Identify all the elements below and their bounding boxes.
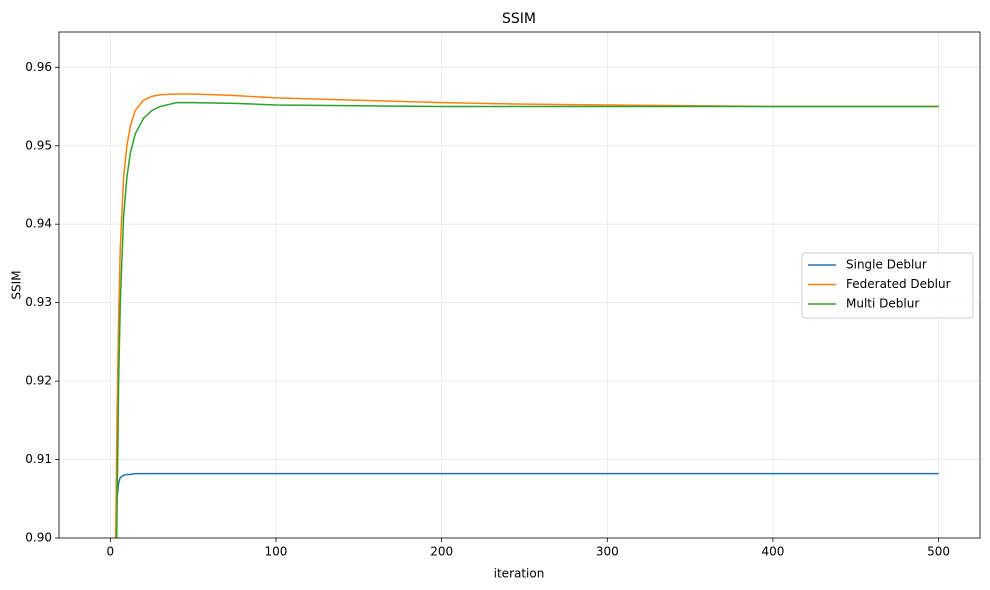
series-line xyxy=(114,93,939,538)
y-tick-label: 0.95 xyxy=(25,138,52,152)
x-tick-label: 400 xyxy=(761,545,784,559)
legend-label: Single Deblur xyxy=(846,258,927,272)
x-tick-label: 500 xyxy=(927,545,950,559)
y-tick-label: 0.93 xyxy=(25,295,52,309)
x-tick-label: 200 xyxy=(430,545,453,559)
plot-area xyxy=(114,93,939,538)
x-axis-label: iteration xyxy=(494,567,545,581)
x-tick-label: 100 xyxy=(265,545,288,559)
y-tick-label: 0.90 xyxy=(25,531,52,545)
legend-label: Multi Deblur xyxy=(846,297,919,311)
series-line xyxy=(115,472,939,538)
x-tick-label: 0 xyxy=(107,545,115,559)
y-tick-label: 0.92 xyxy=(25,374,52,388)
y-tick-label: 0.94 xyxy=(25,217,52,231)
legend: Single Deblur Federated Deblur Multi Deblu… xyxy=(801,252,974,319)
legend-box xyxy=(801,252,974,319)
legend-label: Federated Deblur xyxy=(846,277,951,291)
series-line xyxy=(116,101,939,538)
axes-frame xyxy=(58,31,981,539)
y-tick-label: 0.91 xyxy=(25,452,52,466)
y-tick-label: 0.96 xyxy=(25,60,52,74)
chart-title: SSIM xyxy=(502,11,536,27)
x-tick-label: 300 xyxy=(596,545,619,559)
y-axis-label: SSIM xyxy=(10,270,24,299)
